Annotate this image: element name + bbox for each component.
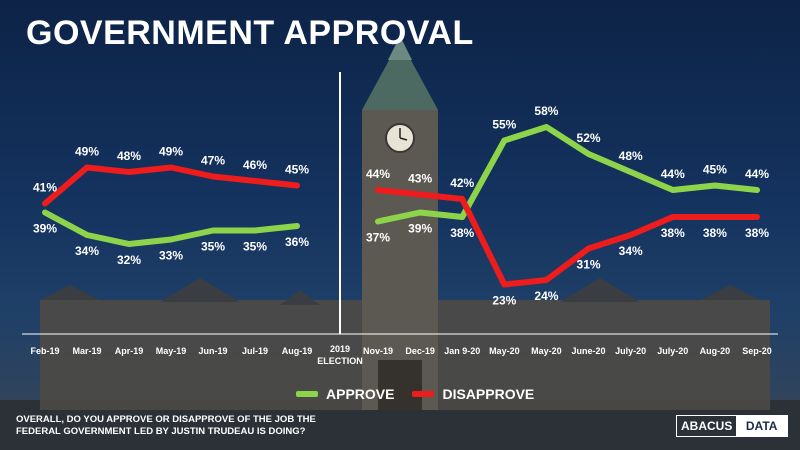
disapprove-data-label: 31% [577,258,601,272]
approve-data-label: 34% [75,244,99,258]
approve-data-label: 44% [661,167,685,181]
disapprove-data-label: 46% [243,158,267,172]
approve-data-label: 52% [577,131,601,145]
disapprove-data-label: 44% [366,167,390,181]
x-tick-label: July-20 [615,346,646,356]
approve-data-label: 37% [366,231,390,245]
approve-data-label: 38% [450,226,474,240]
disapprove-data-label: 38% [661,226,685,240]
disapprove-data-label: 49% [159,145,183,159]
approve-data-label: 45% [703,163,727,177]
disapprove-data-label: 38% [703,226,727,240]
disapprove-data-label: 34% [619,244,643,258]
x-tick-label: Sep-20 [742,346,772,356]
logo-text-data: DATA [736,416,787,436]
x-tick-label: Dec-19 [405,346,435,356]
approve-data-label: 35% [243,240,267,254]
approve-data-label: 48% [619,149,643,163]
disapprove-data-label: 23% [492,294,516,308]
legend-label-approve: APPROVE [326,386,395,402]
x-tick-label: Aug-19 [282,346,313,356]
x-tick-label: June-20 [572,346,606,356]
x-tick-label: Aug-20 [700,346,731,356]
approve-data-label: 35% [201,240,225,254]
approve-data-label: 32% [117,253,141,267]
disapprove-data-label: 48% [117,149,141,163]
disapprove-data-label: 45% [285,163,309,177]
survey-question: OVERALL, DO YOU APPROVE OR DISAPPROVE OF… [16,414,316,437]
disapprove-data-label: 24% [534,289,558,303]
disapprove-data-label: 38% [745,226,769,240]
x-tick-label: Jan 9-20 [444,346,480,356]
disapprove-data-label: 43% [408,172,432,186]
x-tick-label: Mar-19 [72,346,101,356]
approve-line-segment-1 [42,209,300,247]
disapprove-data-label: 41% [33,181,57,195]
disapprove-data-label: 49% [75,145,99,159]
legend-swatch-approve [296,391,318,397]
approve-data-label: 44% [745,167,769,181]
disapprove-data-label: 42% [450,176,474,190]
page-title: GOVERNMENT APPROVAL [26,14,474,52]
x-tick-label: May-20 [489,346,520,356]
logo-text-abacus: ABACUS [681,419,733,433]
approve-data-label: 33% [159,249,183,263]
x-tick-label: May-20 [531,346,562,356]
x-tick-label: Feb-19 [30,346,59,356]
approve-data-label: 58% [534,104,558,118]
abacus-data-logo: ABACUS DATA [676,415,788,437]
x-tick-label: Nov-19 [363,346,393,356]
disapprove-line-segment-1 [42,164,300,207]
approve-data-label: 36% [285,235,309,249]
divider-label-event: ELECTION [317,356,363,366]
approve-line-segment-2 [375,124,760,225]
legend-swatch-disapprove [412,391,435,397]
disapprove-line-segment-2 [375,187,760,288]
disapprove-data-label: 47% [201,154,225,168]
legend: APPROVE DISAPPROVE [296,386,544,402]
x-tick-label: Jun-19 [198,346,227,356]
x-tick-label: Apr-19 [115,346,144,356]
x-tick-label: July-20 [657,346,688,356]
divider-label-year: 2019 [330,344,350,354]
x-tick-label: May-19 [156,346,187,356]
x-tick-label: Jul-19 [242,346,268,356]
legend-label-disapprove: DISAPPROVE [442,386,535,402]
approve-data-label: 39% [408,222,432,236]
approve-data-label: 55% [492,118,516,132]
approve-data-label: 39% [33,222,57,236]
